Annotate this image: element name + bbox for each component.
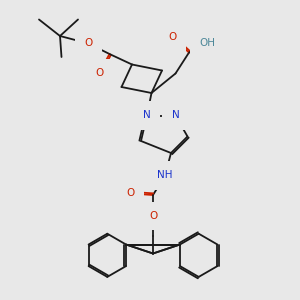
Text: O: O	[168, 32, 177, 43]
Text: N: N	[143, 110, 151, 121]
Text: O: O	[126, 188, 135, 199]
Text: NH: NH	[157, 170, 173, 181]
Text: O: O	[149, 211, 157, 221]
Text: N: N	[172, 110, 179, 121]
Text: O: O	[84, 38, 93, 49]
Text: O: O	[95, 68, 103, 79]
Text: OH: OH	[199, 38, 215, 49]
